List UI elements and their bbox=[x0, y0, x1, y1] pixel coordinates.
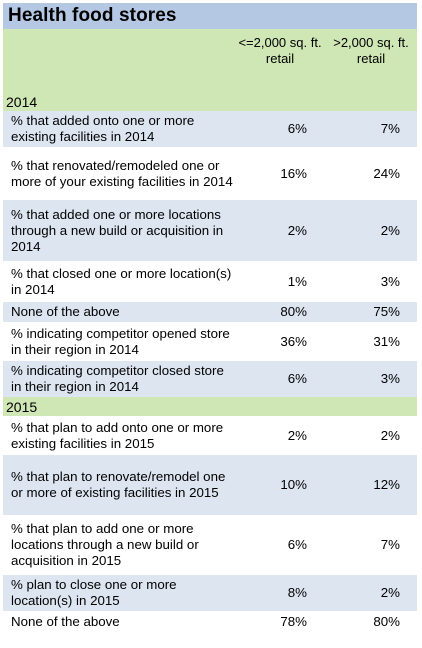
value-small-stores: 8% bbox=[287, 585, 307, 600]
row-label: % that renovated/remodeled one or more o… bbox=[11, 157, 233, 189]
data-table: Health food stores <=2,000 sq. ft. retai… bbox=[3, 3, 417, 632]
value-large-stores: 2% bbox=[380, 427, 400, 443]
row-label: % that plan to add one or more locations… bbox=[11, 521, 199, 568]
table-row: None of the above 80% 75% bbox=[3, 302, 417, 322]
table-row: % that renovated/remodeled one or more o… bbox=[3, 147, 417, 200]
value-small-stores: 16% bbox=[280, 165, 307, 181]
table-body: 2014 % that added onto one or more existi… bbox=[3, 92, 417, 632]
value-large-stores: 3% bbox=[380, 273, 400, 289]
value-large-stores: 2% bbox=[380, 585, 400, 600]
value-large-stores: 31% bbox=[373, 333, 400, 349]
value-large-stores: 7% bbox=[380, 537, 400, 552]
table-row: % plan to close one or more location(s) … bbox=[3, 575, 417, 611]
value-small-stores: 80% bbox=[280, 304, 307, 319]
row-label: % that plan to add onto one or more exis… bbox=[11, 419, 224, 451]
value-large-stores: 12% bbox=[373, 477, 400, 492]
table-row: % that closed one or more location(s) in… bbox=[3, 261, 417, 302]
column-header-small-stores: <=2,000 sq. ft. retail bbox=[238, 35, 322, 66]
value-large-stores: 3% bbox=[380, 371, 400, 386]
table-row: % indicating competitor closed store in … bbox=[3, 361, 417, 397]
value-small-stores: 36% bbox=[280, 333, 307, 349]
row-label: % that plan to renovate/remodel one or m… bbox=[11, 469, 226, 500]
table-row: % that added one or more locations throu… bbox=[3, 200, 417, 261]
value-small-stores: 1% bbox=[287, 273, 307, 289]
value-large-stores: 2% bbox=[380, 222, 400, 238]
value-small-stores: 6% bbox=[287, 537, 307, 552]
table-row: % indicating competitor opened store in … bbox=[3, 322, 417, 361]
row-label: % that closed one or more location(s) in… bbox=[11, 265, 232, 297]
table-row: % that plan to add one or more locations… bbox=[3, 515, 417, 575]
row-label: % indicating competitor closed store in … bbox=[11, 363, 224, 394]
value-small-stores: 78% bbox=[280, 613, 307, 629]
table-title: Health food stores bbox=[3, 3, 417, 29]
value-small-stores: 2% bbox=[287, 427, 307, 443]
column-header-large-stores: >2,000 sq. ft. retail bbox=[333, 35, 409, 66]
value-small-stores: 6% bbox=[287, 121, 307, 136]
value-large-stores: 75% bbox=[373, 304, 400, 319]
section-header-2015: 2015 bbox=[3, 397, 417, 416]
value-large-stores: 80% bbox=[373, 613, 400, 629]
row-label: % that added one or more locations throu… bbox=[11, 206, 224, 254]
row-label: None of the above bbox=[11, 304, 120, 319]
value-large-stores: 24% bbox=[373, 165, 400, 181]
value-small-stores: 10% bbox=[280, 477, 307, 492]
table-row: % that plan to renovate/remodel one or m… bbox=[3, 455, 417, 515]
value-small-stores: 6% bbox=[287, 371, 307, 386]
value-small-stores: 2% bbox=[287, 222, 307, 238]
section-header-2014: 2014 bbox=[3, 92, 417, 111]
table-row: % that added onto one or more existing f… bbox=[3, 111, 417, 147]
column-header-row: <=2,000 sq. ft. retail >2,000 sq. ft. re… bbox=[3, 29, 417, 92]
row-label: % that added onto one or more existing f… bbox=[11, 113, 195, 144]
row-label: None of the above bbox=[11, 613, 120, 629]
row-label: % indicating competitor opened store in … bbox=[11, 325, 230, 357]
table-row: % that plan to add onto one or more exis… bbox=[3, 416, 417, 455]
row-label: % plan to close one or more location(s) … bbox=[11, 577, 177, 608]
table-row: None of the above 78% 80% bbox=[3, 611, 417, 632]
value-large-stores: 7% bbox=[380, 121, 400, 136]
